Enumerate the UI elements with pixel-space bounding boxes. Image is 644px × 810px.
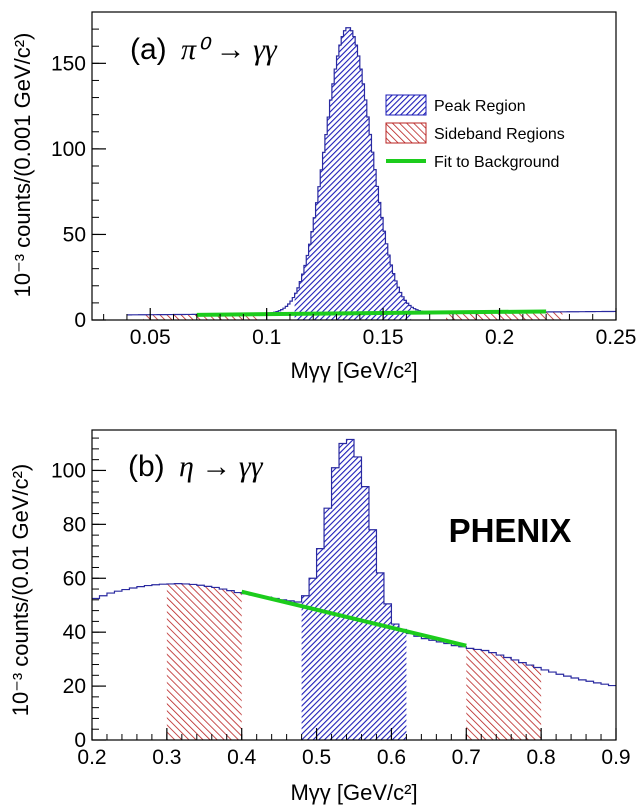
panel-a-x-tick-label: 0.2	[485, 326, 514, 349]
panel-b-x-tick-label: 0.9	[601, 746, 630, 769]
panel-b-plot-area	[92, 438, 616, 740]
panel-a-y-tick-label: 100	[51, 138, 86, 161]
panel-b-axes: 0.2 0.3 0.4 0.5 0.6 0.7 0.8 0.9 0 20 40 60 80 100	[51, 429, 631, 769]
panel-b-label: (b) η → γγ	[128, 450, 264, 483]
panel-a-x-tick-label: 0.1	[252, 326, 281, 349]
legend-label-sideband: Sideband Regions	[434, 126, 565, 143]
panel-a-peak-region	[294, 27, 412, 320]
panel-b-y-tick-label: 40	[63, 621, 86, 644]
panel-a-x-tick-label: 0.05	[130, 326, 171, 349]
panel-b-x-tick-label: 0.8	[527, 746, 556, 769]
legend: Peak Region Sideband Regions Fit to Back…	[385, 94, 565, 171]
panel-b-sideband-region-1	[166, 583, 242, 740]
panel-b-x-tick-label: 0.6	[377, 746, 406, 769]
panel-b-y-tick-label: 60	[63, 567, 86, 590]
panel-a-x-tick-label: 0.15	[363, 326, 404, 349]
panel-b-background-fit-line	[241, 589, 467, 648]
panel-b-x-tick-label: 0.4	[227, 746, 257, 769]
legend-swatch-sideband	[385, 122, 427, 144]
panel-b-frame	[91, 429, 617, 741]
panel-b-y-tick-label: 20	[63, 675, 86, 698]
panel-a-background-fit-line	[196, 309, 547, 317]
panel-b-x-tick-label: 0.2	[77, 746, 106, 769]
panel-b-y-tick-label: 80	[63, 513, 86, 536]
panel-b-sideband-region-2	[466, 648, 542, 740]
phenix-label: PHENIX	[449, 512, 572, 549]
panel-b-x-tick-label: 0.5	[302, 746, 331, 769]
panel-a-plot-area	[126, 27, 616, 320]
panel-b-peak-region	[301, 439, 407, 740]
legend-swatch-peak	[385, 94, 427, 116]
panel-b-y-tick-label: 100	[51, 459, 86, 482]
panel-a-y-axis-title: 10⁻³ counts/(0.001 GeV/c²)	[10, 33, 35, 298]
panel-b-y-axis-title: 10⁻³ counts/(0.01 GeV/c²)	[8, 464, 33, 717]
panel-b: 0.2 0.3 0.4 0.5 0.6 0.7 0.8 0.9 0 20 40 60 80 100 (b)…	[8, 429, 631, 805]
panel-a-label: (a) π⁰ → γγ	[130, 33, 278, 66]
panel-a-y-tick-label: 50	[63, 223, 86, 246]
panel-b-histogram-outline	[92, 438, 616, 687]
legend-label-fit: Fit to Background	[434, 154, 559, 171]
panel-a-axes: 0.05 0.1 0.15 0.2 0.25 0 50 100 150	[51, 11, 637, 349]
panel-a-y-tick-label: 0	[74, 309, 86, 332]
panel-a-x-tick-label: 0.25	[596, 326, 637, 349]
panel-b-x-tick-label: 0.3	[152, 746, 181, 769]
panel-b-y-tick-label: 0	[74, 729, 86, 752]
legend-label-peak: Peak Region	[434, 98, 526, 115]
panel-a-x-axis-title: Mγγ [GeV/c²]	[290, 358, 417, 383]
panel-a-y-tick-label: 150	[51, 52, 86, 75]
panel-b-x-axis-title: Mγγ [GeV/c²]	[290, 780, 417, 805]
panel-b-x-tick-label: 0.7	[452, 746, 481, 769]
